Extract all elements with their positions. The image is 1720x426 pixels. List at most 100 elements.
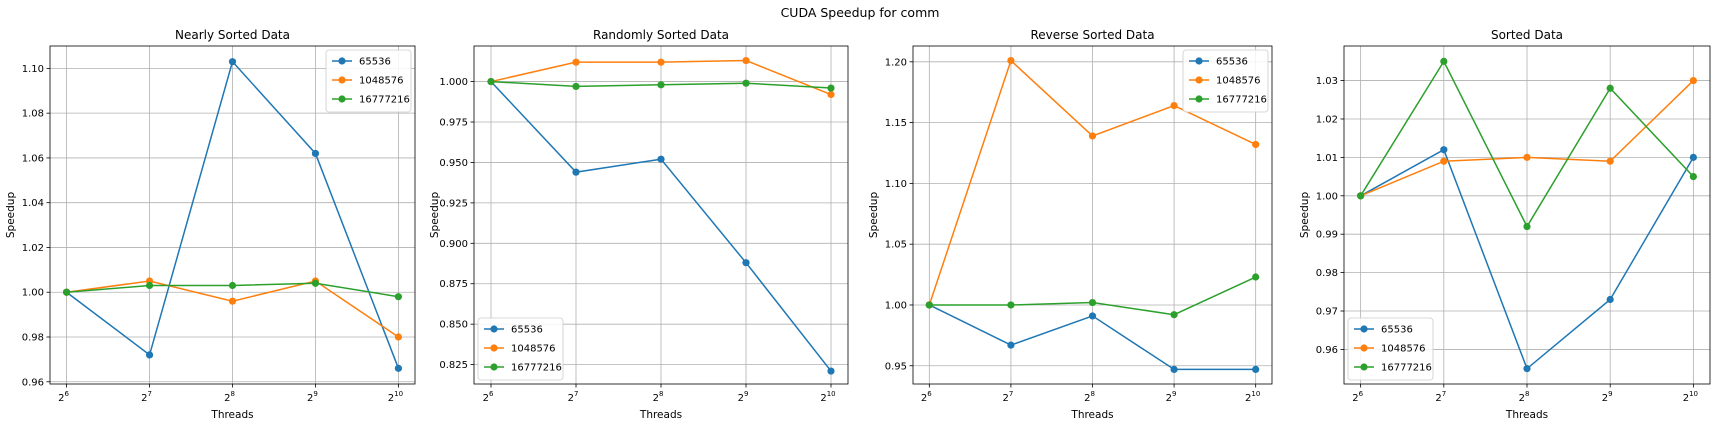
data-point bbox=[1606, 84, 1614, 92]
data-point bbox=[657, 81, 665, 89]
x-tick-base: 2 bbox=[653, 393, 659, 404]
data-point bbox=[1088, 298, 1097, 307]
legend-marker bbox=[338, 95, 346, 103]
chart-title: Reverse Sorted Data bbox=[1030, 28, 1154, 42]
x-tick-label: 210 bbox=[820, 390, 835, 404]
data-point bbox=[1007, 341, 1015, 349]
y-tick-label: 0.98 bbox=[1316, 268, 1338, 279]
x-tick-base: 2 bbox=[1352, 393, 1358, 404]
x-tick-base: 2 bbox=[1084, 393, 1090, 404]
legend-marker bbox=[1195, 76, 1203, 84]
data-point bbox=[1689, 172, 1697, 181]
y-tick-label: 1.10 bbox=[22, 64, 44, 75]
x-tick-base: 2 bbox=[1683, 393, 1689, 404]
y-tick-label: 1.05 bbox=[885, 240, 907, 251]
x-tick-base: 2 bbox=[224, 393, 230, 404]
data-point bbox=[394, 364, 403, 372]
y-tick-label: 0.900 bbox=[439, 239, 468, 250]
chart-panel: 26 27 28 29 2100.951.001.051.101.151.20Rever… bbox=[868, 28, 1273, 421]
legend-label: 1048576 bbox=[511, 344, 556, 355]
data-point bbox=[1440, 157, 1448, 165]
data-point bbox=[1088, 312, 1097, 320]
data-point bbox=[742, 259, 750, 267]
legend-label: 65536 bbox=[511, 325, 543, 336]
data-point bbox=[1689, 76, 1697, 85]
x-tick-base: 2 bbox=[141, 393, 147, 404]
chart-title: Randomly Sorted Data bbox=[593, 28, 729, 42]
data-point bbox=[1606, 157, 1614, 165]
y-tick-label: 0.96 bbox=[1316, 345, 1338, 356]
y-tick-label: 0.825 bbox=[439, 360, 468, 371]
legend-label: 16777216 bbox=[511, 363, 562, 374]
x-tick-base: 2 bbox=[388, 393, 394, 404]
y-tick-label: 1.08 bbox=[22, 109, 44, 120]
data-point bbox=[487, 77, 495, 86]
y-tick-label: 1.02 bbox=[22, 243, 44, 254]
x-tick-base: 2 bbox=[921, 393, 927, 404]
legend-marker bbox=[1360, 344, 1368, 352]
data-point bbox=[1170, 365, 1178, 374]
chart-panel: 26 27 28 29 2100.960.970.980.991.001.011.021… bbox=[1299, 28, 1711, 421]
x-tick-exponent: 7 bbox=[147, 390, 151, 398]
legend: 65536 1048576 16777216 bbox=[1182, 49, 1269, 113]
y-tick-label: 1.00 bbox=[22, 288, 44, 299]
y-axis-label: Speedup bbox=[5, 192, 17, 239]
data-point bbox=[145, 351, 154, 359]
x-tick-label: 27 bbox=[1435, 390, 1446, 404]
data-point bbox=[1689, 153, 1697, 161]
x-tick-label: 210 bbox=[388, 390, 403, 404]
x-tick-base: 2 bbox=[820, 393, 826, 404]
chart-panel: 26 27 28 29 2100.8250.8500.8750.9000.9250.95… bbox=[429, 28, 849, 421]
x-tick-exponent: 9 bbox=[1608, 390, 1612, 398]
legend-marker bbox=[338, 76, 346, 84]
data-point bbox=[394, 293, 403, 301]
x-tick-base: 2 bbox=[483, 393, 489, 404]
x-tick-base: 2 bbox=[1245, 393, 1251, 404]
y-tick-label: 1.03 bbox=[1316, 76, 1338, 87]
y-tick-label: 1.10 bbox=[885, 179, 907, 190]
y-tick-label: 0.98 bbox=[22, 332, 44, 343]
x-tick-base: 2 bbox=[1602, 393, 1608, 404]
legend: 65536 1048576 16777216 bbox=[325, 49, 412, 113]
y-tick-label: 1.04 bbox=[22, 198, 44, 209]
x-tick-label: 29 bbox=[1166, 390, 1177, 404]
data-point bbox=[827, 84, 835, 92]
x-axis-label: Threads bbox=[1505, 409, 1548, 421]
data-point bbox=[1523, 153, 1531, 161]
x-axis-label: Threads bbox=[1070, 409, 1113, 421]
x-tick-base: 2 bbox=[307, 393, 313, 404]
x-tick-label: 29 bbox=[1602, 390, 1613, 404]
legend-marker bbox=[490, 344, 498, 352]
x-tick-base: 2 bbox=[1002, 393, 1008, 404]
legend-label: 65536 bbox=[1216, 57, 1248, 68]
legend-box bbox=[325, 49, 412, 113]
x-tick-base: 2 bbox=[738, 393, 744, 404]
x-tick-base: 2 bbox=[568, 393, 574, 404]
data-point bbox=[145, 281, 154, 290]
data-point bbox=[742, 79, 750, 87]
data-point bbox=[1170, 101, 1178, 110]
y-tick-label: 1.06 bbox=[22, 153, 44, 164]
data-point bbox=[228, 281, 237, 290]
x-axis-label: Threads bbox=[210, 409, 253, 421]
data-point bbox=[827, 90, 835, 99]
legend-label: 16777216 bbox=[359, 95, 410, 106]
legend: 65536 1048576 16777216 bbox=[477, 317, 564, 381]
legend-label: 16777216 bbox=[1381, 363, 1432, 374]
x-tick-exponent: 10 bbox=[1689, 390, 1698, 398]
y-axis-label: Speedup bbox=[429, 192, 441, 239]
x-tick-exponent: 6 bbox=[65, 390, 70, 398]
data-point bbox=[228, 297, 237, 305]
x-tick-label: 28 bbox=[653, 390, 664, 404]
y-tick-label: 1.00 bbox=[1316, 191, 1338, 202]
x-tick-exponent: 7 bbox=[1009, 390, 1013, 398]
x-tick-base: 2 bbox=[1435, 393, 1441, 404]
y-tick-label: 1.15 bbox=[885, 118, 907, 129]
y-axis-label: Speedup bbox=[1299, 192, 1311, 239]
data-point bbox=[1252, 365, 1260, 374]
x-tick-label: 26 bbox=[58, 390, 69, 404]
x-tick-exponent: 8 bbox=[230, 390, 234, 398]
x-tick-label: 210 bbox=[1683, 390, 1698, 404]
